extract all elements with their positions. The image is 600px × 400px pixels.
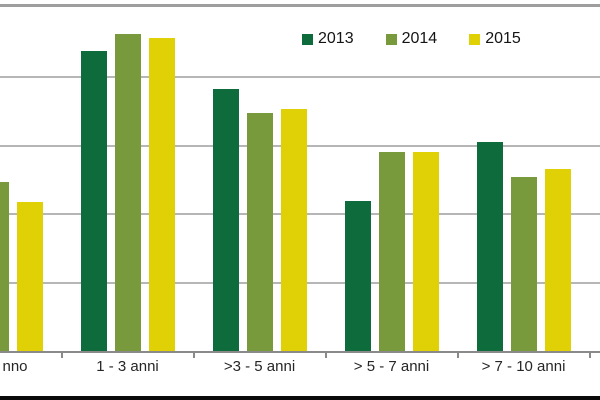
x-axis-tick [60, 353, 63, 358]
chart-bottom-border [0, 396, 600, 400]
bar-2013-group1 [80, 51, 107, 352]
bar-2014-group1 [114, 34, 141, 352]
gridline [0, 75, 600, 78]
bar-2014-group3 [378, 151, 405, 352]
x-axis-tick [324, 353, 327, 358]
x-axis-label: >3 - 5 anni [223, 358, 296, 375]
chart-top-border [0, 4, 600, 7]
x-axis-tick [456, 353, 459, 358]
legend-item-2013: 2013 [302, 30, 354, 48]
legend-label: 2015 [485, 30, 521, 47]
bar-2013-group3 [344, 201, 371, 352]
legend-swatch-icon [469, 33, 481, 45]
bar-2014-group0 [0, 182, 9, 352]
legend-item-2014: 2014 [385, 30, 438, 48]
bar-2015-group4 [544, 168, 571, 352]
bar-2014-group4 [510, 177, 537, 352]
bar-2013-group4 [476, 142, 503, 352]
bar-2015-group0 [16, 202, 43, 352]
x-axis-label: > 5 - 7 anni [353, 358, 430, 375]
x-axis-label: nno [2, 358, 28, 375]
legend-item-2015: 2015 [469, 30, 521, 48]
legend-label: 2013 [318, 30, 354, 47]
bar-2015-group3 [412, 151, 439, 352]
x-axis-tick [192, 353, 195, 358]
x-axis-line [0, 351, 600, 353]
legend-swatch-icon [302, 33, 313, 45]
x-axis-label: 1 - 3 anni [96, 358, 159, 375]
legend-label: 2014 [401, 30, 438, 47]
bar-2015-group2 [280, 109, 307, 352]
x-axis-label: > 7 - 10 anni [481, 358, 566, 375]
bar-2013-group2 [212, 89, 239, 352]
bar-2014-group2 [246, 113, 273, 352]
bar-2015-group1 [148, 38, 175, 352]
legend-swatch-icon [385, 33, 397, 45]
chart-legend: 2013 2014 2015 [302, 30, 521, 48]
x-axis-tick [588, 353, 591, 358]
